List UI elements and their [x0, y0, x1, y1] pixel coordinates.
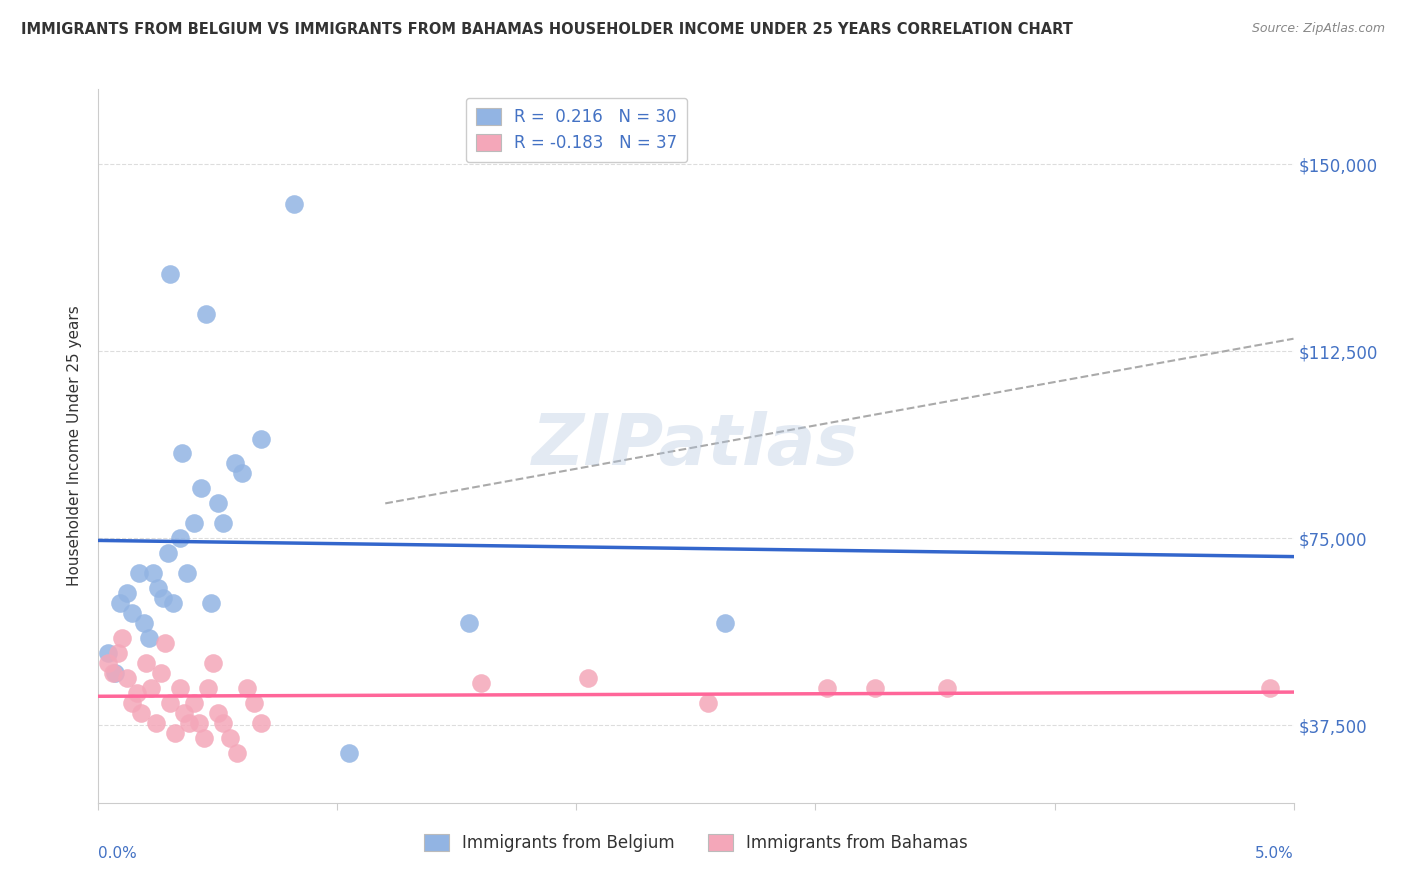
Text: 0.0%: 0.0% — [98, 846, 138, 861]
Point — [470, 676, 492, 690]
Point — [936, 681, 959, 695]
Point — [115, 586, 138, 600]
Point — [101, 666, 124, 681]
Point — [250, 432, 273, 446]
Point — [159, 267, 181, 281]
Point — [226, 746, 249, 760]
Point — [121, 696, 143, 710]
Point — [132, 616, 155, 631]
Legend: Immigrants from Belgium, Immigrants from Bahamas: Immigrants from Belgium, Immigrants from… — [418, 827, 974, 859]
Point — [149, 666, 172, 681]
Point — [235, 681, 257, 695]
Point — [104, 666, 127, 681]
Point — [578, 671, 600, 685]
Point — [207, 496, 229, 510]
Point — [190, 482, 212, 496]
Text: IMMIGRANTS FROM BELGIUM VS IMMIGRANTS FROM BAHAMAS HOUSEHOLDER INCOME UNDER 25 Y: IMMIGRANTS FROM BELGIUM VS IMMIGRANTS FR… — [21, 22, 1073, 37]
Point — [243, 696, 266, 710]
Point — [697, 696, 720, 710]
Point — [159, 696, 181, 710]
Y-axis label: Householder Income Under 25 years: Householder Income Under 25 years — [67, 306, 83, 586]
Point — [138, 631, 160, 645]
Point — [97, 646, 120, 660]
Point — [121, 606, 143, 620]
Point — [219, 731, 242, 745]
Point — [1258, 681, 1281, 695]
Text: Source: ZipAtlas.com: Source: ZipAtlas.com — [1251, 22, 1385, 36]
Point — [815, 681, 838, 695]
Point — [148, 581, 170, 595]
Point — [172, 446, 194, 460]
Point — [195, 307, 218, 321]
Point — [250, 715, 273, 730]
Point — [179, 715, 201, 730]
Point — [135, 656, 157, 670]
Point — [183, 516, 205, 531]
Point — [156, 546, 179, 560]
Point — [145, 715, 167, 730]
Point — [283, 197, 305, 211]
Text: 5.0%: 5.0% — [1254, 846, 1294, 861]
Point — [142, 566, 165, 581]
Point — [169, 681, 191, 695]
Point — [187, 715, 209, 730]
Point — [152, 591, 174, 606]
Point — [197, 681, 219, 695]
Point — [128, 566, 150, 581]
Point — [131, 706, 153, 720]
Point — [200, 596, 222, 610]
Point — [111, 631, 134, 645]
Point — [202, 656, 225, 670]
Point — [173, 706, 195, 720]
Point — [713, 616, 735, 631]
Point — [125, 686, 148, 700]
Point — [224, 457, 246, 471]
Point — [339, 746, 361, 760]
Point — [211, 516, 233, 531]
Point — [115, 671, 138, 685]
Point — [108, 596, 131, 610]
Point — [458, 616, 481, 631]
Point — [162, 596, 184, 610]
Point — [107, 646, 129, 660]
Point — [211, 715, 233, 730]
Point — [865, 681, 887, 695]
Point — [97, 656, 120, 670]
Point — [231, 467, 253, 481]
Point — [139, 681, 162, 695]
Text: ZIPatlas: ZIPatlas — [533, 411, 859, 481]
Point — [155, 636, 177, 650]
Point — [169, 531, 191, 545]
Point — [193, 731, 215, 745]
Point — [207, 706, 229, 720]
Point — [163, 726, 186, 740]
Point — [183, 696, 205, 710]
Point — [176, 566, 198, 581]
